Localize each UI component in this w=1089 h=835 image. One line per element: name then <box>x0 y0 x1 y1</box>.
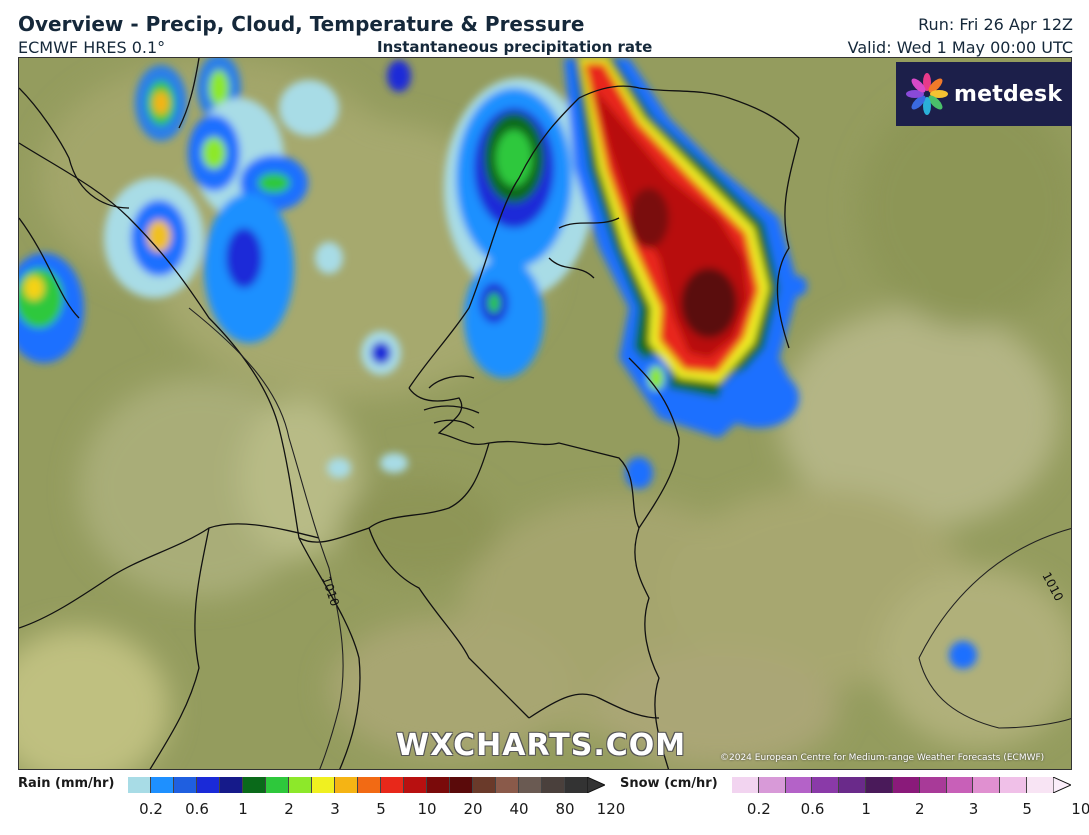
snow-legend-tick-label: 0.6 <box>800 800 825 818</box>
map-canvas: 1010 1010 <box>19 58 1071 769</box>
rain-legend-swatch <box>450 777 473 793</box>
rain-legend-tick-label: 1 <box>238 800 248 818</box>
metdesk-flower-icon <box>906 73 948 115</box>
rain-legend-arrow <box>587 777 605 793</box>
snow-legend-tick-label: 0.2 <box>746 800 771 818</box>
rain-legend-swatch <box>335 777 358 793</box>
rain-legend-swatch <box>197 777 220 793</box>
product-name: Instantaneous precipitation rate <box>377 38 653 56</box>
snow-legend-swatch <box>892 777 920 793</box>
snow-legend-ticks: 0.2 0.6 1 2 3 5 10 <box>732 800 1089 820</box>
snow-legend-tick-label: 5 <box>1022 800 1032 818</box>
rain-legend-swatch <box>542 777 565 793</box>
rain-legend-swatch <box>427 777 450 793</box>
rain-legend-swatch <box>312 777 335 793</box>
snow-legend-tick-label: 2 <box>915 800 925 818</box>
rain-legend-swatch <box>473 777 496 793</box>
rain-legend-tick-label: 0.6 <box>185 800 209 818</box>
logo-text: metdesk <box>954 81 1063 107</box>
snow-legend-swatch <box>1027 777 1054 793</box>
rain-legend-ticks: 0.2 0.6 1 2 3 5 10 20 40 80 120 <box>128 800 625 820</box>
rain-legend-swatch <box>266 777 289 793</box>
rain-legend-tick-label: 2 <box>284 800 294 818</box>
snow-legend-swatch <box>812 777 840 793</box>
rain-legend-swatch <box>404 777 427 793</box>
rain-legend-swatch <box>358 777 381 793</box>
rain-legend-swatch <box>243 777 266 793</box>
precipitation-field <box>19 58 977 669</box>
snow-legend-swatch <box>785 777 813 793</box>
rain-legend-tick-label: 3 <box>330 800 340 818</box>
rain-legend-label: Rain (mm/hr) <box>18 776 115 791</box>
snow-legend-swatch <box>839 777 867 793</box>
snow-legend-label: Snow (cm/hr) <box>620 776 718 791</box>
snow-legend-arrow <box>1053 777 1071 793</box>
rain-legend-tick-label: 40 <box>509 800 529 818</box>
snow-legend-swatch <box>919 777 947 793</box>
rain-legend-tick-label: 5 <box>376 800 386 818</box>
rain-legend-swatch <box>565 777 588 793</box>
coastlines-borders <box>19 58 800 769</box>
rain-legend-bar <box>128 777 588 793</box>
rain-legend-swatch <box>496 777 519 793</box>
model-name: ECMWF HRES 0.1° <box>18 38 166 57</box>
copyright: ©2024 European Centre for Medium-range W… <box>720 753 1045 763</box>
snow-legend-swatch <box>732 777 759 793</box>
snow-legend-tick-label: 3 <box>968 800 979 818</box>
weather-map[interactable]: 1010 1010 <box>18 57 1072 770</box>
rain-legend-tick-label: 80 <box>555 800 575 818</box>
run-time: Run: Fri 26 Apr 12Z <box>918 15 1073 34</box>
isobar-lines <box>188 307 1071 769</box>
snow-legend-swatch <box>946 777 974 793</box>
rain-legend-swatch <box>220 777 243 793</box>
rain-legend-swatch <box>381 777 404 793</box>
rain-legend-tick-label: 10 <box>417 800 437 818</box>
rain-legend-tick-label: 0.2 <box>139 800 163 818</box>
chart-title: Overview - Precip, Cloud, Temperature & … <box>18 12 585 36</box>
snow-legend-swatch <box>758 777 786 793</box>
snow-legend-bar <box>732 777 1054 793</box>
snow-legend-tick-label: 1 <box>861 800 871 818</box>
rain-legend-tick-label: 120 <box>596 800 626 818</box>
snow-legend-swatch <box>866 777 893 793</box>
snow-legend-swatch <box>973 777 1001 793</box>
rain-legend-swatch <box>174 777 197 793</box>
rain-legend-tick-label: 20 <box>463 800 483 818</box>
snow-legend-swatch <box>1000 777 1028 793</box>
rain-legend-swatch <box>289 777 312 793</box>
watermark: WXCHARTS.COM <box>396 728 687 763</box>
snow-legend-tick-label: 10 <box>1071 800 1089 818</box>
metdesk-logo: metdesk <box>896 62 1072 126</box>
rain-legend-swatch <box>151 777 174 793</box>
rain-legend-swatch <box>128 777 151 793</box>
rain-legend-swatch <box>519 777 542 793</box>
valid-time: Valid: Wed 1 May 00:00 UTC <box>847 38 1073 57</box>
